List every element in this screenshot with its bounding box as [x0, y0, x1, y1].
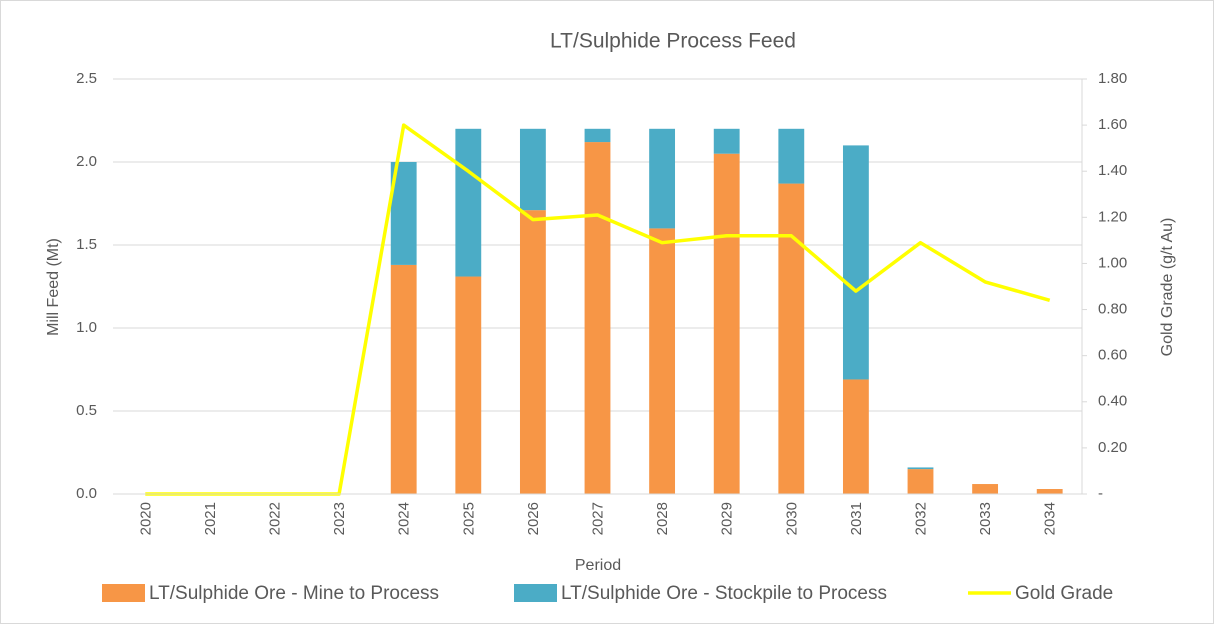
x-tick-label: 2033 [977, 502, 994, 535]
bar-segment [649, 128, 676, 229]
legend-swatch [102, 584, 145, 602]
bar-segment [842, 145, 869, 380]
bar-segment [842, 379, 869, 494]
y2-tick-label: 1.40 [1098, 162, 1127, 179]
x-tick-label: 2032 [912, 502, 929, 535]
x-tick-label: 2030 [783, 502, 800, 535]
y-tick-label: 2.5 [76, 70, 97, 87]
y2-tick-label: 1.00 [1098, 254, 1127, 271]
bar-segment [519, 128, 546, 211]
y2-tick-label: 1.60 [1098, 116, 1127, 133]
y-tick-label: 0.0 [76, 485, 97, 502]
y2-tick-label: 0.20 [1098, 439, 1127, 456]
y-axis-label: Mill Feed (Mt) [45, 238, 62, 336]
x-tick-label: 2021 [202, 502, 219, 535]
bar-segment [519, 210, 546, 494]
bar-segment [713, 128, 740, 154]
x-tick-label: 2020 [137, 502, 154, 535]
x-tick-label: 2029 [719, 502, 736, 535]
y2-axis-label: Gold Grade (g/t Au) [1159, 218, 1176, 357]
bar-segment [584, 128, 611, 143]
bar-segment [778, 183, 805, 494]
y2-tick-label: 1.20 [1098, 208, 1127, 225]
x-axis-label: Period [575, 557, 621, 574]
bar-segment [907, 469, 934, 494]
bar-segment [713, 153, 740, 494]
chart-title: LT/Sulphide Process Feed [550, 30, 796, 53]
y2-tick-label: 0.60 [1098, 347, 1127, 364]
x-tick-label: 2028 [654, 502, 671, 535]
bar-segment [1036, 489, 1063, 494]
legend-label: LT/Sulphide Ore - Mine to Process [149, 583, 439, 604]
y-tick-label: 1.0 [76, 319, 97, 336]
y2-tick-label: 0.80 [1098, 301, 1127, 318]
y2-tick-label: - [1098, 485, 1103, 502]
bar-segment [972, 484, 999, 494]
x-tick-label: 2027 [589, 502, 606, 535]
x-tick-label: 2023 [331, 502, 348, 535]
y-tick-label: 2.0 [76, 153, 97, 170]
bar-segment [455, 128, 482, 277]
x-tick-label: 2034 [1042, 502, 1059, 535]
x-tick-label: 2022 [266, 502, 283, 535]
y-tick-label: 1.5 [76, 236, 97, 253]
x-tick-label: 2031 [848, 502, 865, 535]
legend-label: LT/Sulphide Ore - Stockpile to Process [561, 583, 887, 604]
bar-segment [649, 228, 676, 494]
legend-swatch [514, 584, 557, 602]
x-tick-label: 2026 [525, 502, 542, 535]
bar-segment [455, 276, 482, 494]
bar-segment [778, 128, 805, 184]
bar-segment [907, 467, 934, 470]
x-tick-label: 2024 [396, 502, 413, 535]
bar-segment [390, 264, 417, 494]
y2-tick-label: 0.40 [1098, 393, 1127, 410]
y2-tick-label: 1.80 [1098, 70, 1127, 87]
x-tick-label: 2025 [460, 502, 477, 535]
bar-segment [584, 142, 611, 494]
y-tick-label: 0.5 [76, 402, 97, 419]
legend-label: Gold Grade [1015, 583, 1113, 604]
